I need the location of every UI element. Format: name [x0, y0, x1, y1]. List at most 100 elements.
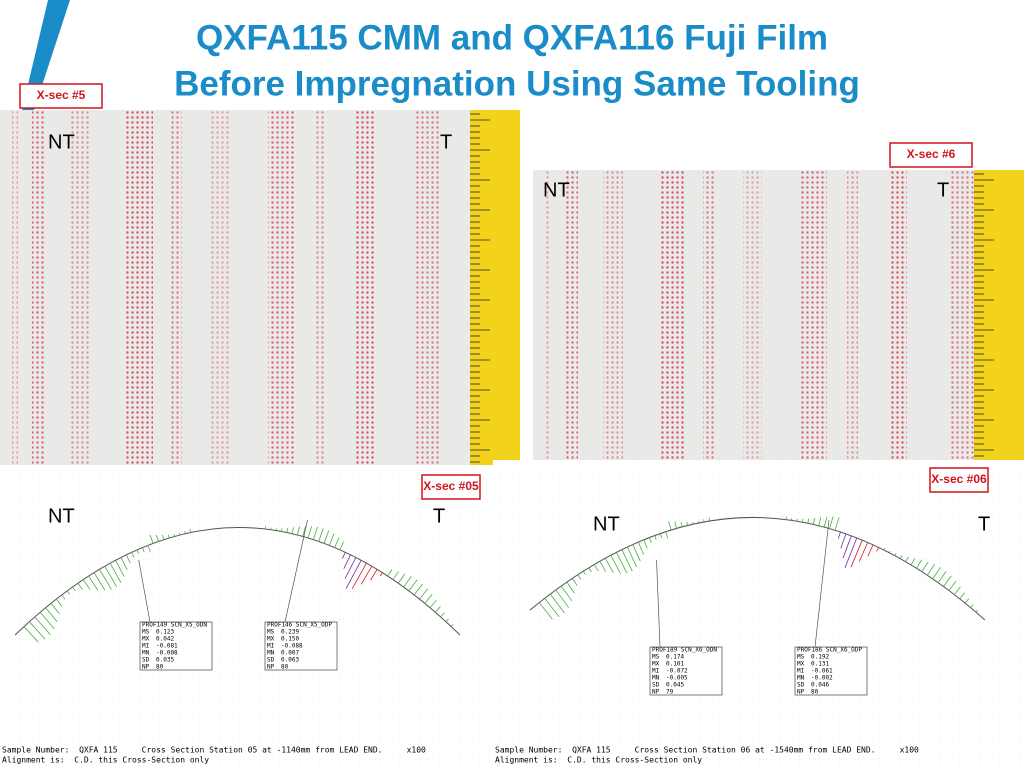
deviation-whisker: [932, 567, 941, 580]
deviation-whisker: [643, 539, 648, 549]
footer-line: Sample Number: QXFA 115 Cross Section St…: [2, 746, 426, 755]
deviation-whisker: [555, 589, 569, 608]
deviation-whisker: [549, 593, 565, 614]
stat-box: [649, 646, 723, 696]
deviation-whisker: [842, 535, 852, 559]
deviation-whisker: [392, 571, 399, 580]
film-stripe: [210, 110, 229, 465]
stat-value: 0.035: [156, 657, 174, 664]
deviation-whisker: [419, 588, 428, 600]
stat-key: MI: [267, 643, 275, 650]
deviation-whisker: [387, 569, 393, 577]
stat-key: MX: [652, 661, 660, 668]
deviation-whisker: [834, 517, 840, 531]
deviation-whisker: [66, 590, 70, 595]
deviation-whisker: [323, 530, 330, 544]
t-label: T: [440, 131, 452, 153]
deviation-whisker: [161, 534, 165, 540]
film-stripe: [847, 170, 858, 460]
deviation-whisker: [588, 567, 592, 573]
deviation-whisker: [147, 545, 151, 553]
film-stripe: [603, 170, 623, 460]
deviation-whisker: [599, 561, 607, 572]
deviation-whisker: [889, 550, 891, 553]
deviation-whisker: [351, 562, 367, 590]
deviation-whisker: [910, 558, 916, 566]
deviation-whisker: [50, 603, 60, 615]
deviation-whisker: [82, 579, 91, 590]
deviation-whisker: [397, 573, 406, 584]
deviation-whisker: [429, 599, 437, 609]
film-stripe: [949, 170, 974, 460]
film-stripe: [12, 110, 18, 465]
film-stripe: [565, 170, 578, 460]
ruler: [974, 170, 1024, 460]
film-stripe: [659, 170, 686, 460]
stat-key: NP: [267, 664, 275, 671]
deviation-whisker: [582, 570, 586, 575]
deviation-whisker: [850, 539, 863, 568]
deviation-whisker: [894, 553, 897, 556]
nominal-arc: [529, 517, 986, 621]
deviation-whisker: [867, 544, 874, 557]
stat-value: -0.008: [156, 650, 178, 657]
deviation-whisker: [959, 592, 965, 600]
deviation-whisker: [450, 624, 454, 627]
stat-key: MX: [267, 636, 275, 643]
deviation-whisker: [109, 562, 122, 583]
stat-value: 0.046: [811, 682, 829, 689]
stat-box: [794, 646, 868, 696]
deviation-whisker: [344, 557, 357, 579]
deviation-whisker: [318, 528, 324, 542]
stat-value: 80: [156, 664, 164, 671]
stat-box: [139, 621, 213, 671]
stat-value: 80: [281, 664, 289, 671]
stat-key: MS: [142, 629, 150, 636]
deviation-whisker: [136, 549, 140, 554]
stat-key: SD: [267, 657, 275, 664]
deviation-whisker: [312, 526, 318, 540]
stat-value: 0.123: [156, 629, 174, 636]
deviation-whisker: [621, 549, 633, 572]
deviation-whisker: [131, 552, 135, 558]
t-label: T: [433, 505, 445, 527]
deviation-whisker: [577, 574, 582, 580]
section-tag: [889, 142, 973, 168]
deviation-whisker: [632, 544, 641, 562]
stat-value: -0.061: [811, 668, 833, 675]
deviation-whisker: [424, 594, 433, 604]
deviation-whisker: [307, 525, 313, 539]
deviation-whisker: [360, 565, 373, 585]
stat-value: 0.192: [811, 654, 829, 661]
stat-key: MN: [652, 675, 660, 682]
stat-value: 0.150: [281, 636, 299, 643]
deviation-whisker: [674, 521, 678, 529]
deviation-whisker: [943, 575, 952, 587]
deviation-whisker: [876, 547, 879, 552]
deviation-whisker: [45, 607, 58, 622]
deviation-whisker: [435, 606, 441, 613]
stat-key: MS: [797, 654, 805, 661]
section-label: X-sec #6: [907, 147, 956, 161]
stat-key: NP: [797, 689, 805, 696]
stat-value: 0.007: [281, 650, 299, 657]
deviation-whisker: [948, 580, 957, 591]
deviation-whisker: [115, 560, 125, 577]
deviation-whisker: [829, 516, 834, 529]
deviation-whisker: [921, 561, 929, 572]
stat-key: NP: [142, 664, 150, 671]
deviation-whisker: [345, 560, 362, 589]
deviation-whisker: [341, 552, 346, 559]
deviation-whisker: [823, 516, 828, 528]
stat-value: -0.005: [666, 675, 688, 682]
film-stripe: [545, 170, 551, 460]
ruler: [470, 110, 520, 465]
stat-value: 0.045: [666, 682, 684, 689]
film-stripe: [170, 110, 182, 465]
stat-key: SD: [797, 682, 805, 689]
footer-line: Alignment is: C.D. this Cross-Section on…: [495, 756, 702, 765]
plot-grid: [0, 465, 490, 768]
deviation-whisker: [844, 537, 858, 568]
deviation-whisker: [818, 517, 822, 526]
deviation-whisker: [654, 535, 657, 540]
